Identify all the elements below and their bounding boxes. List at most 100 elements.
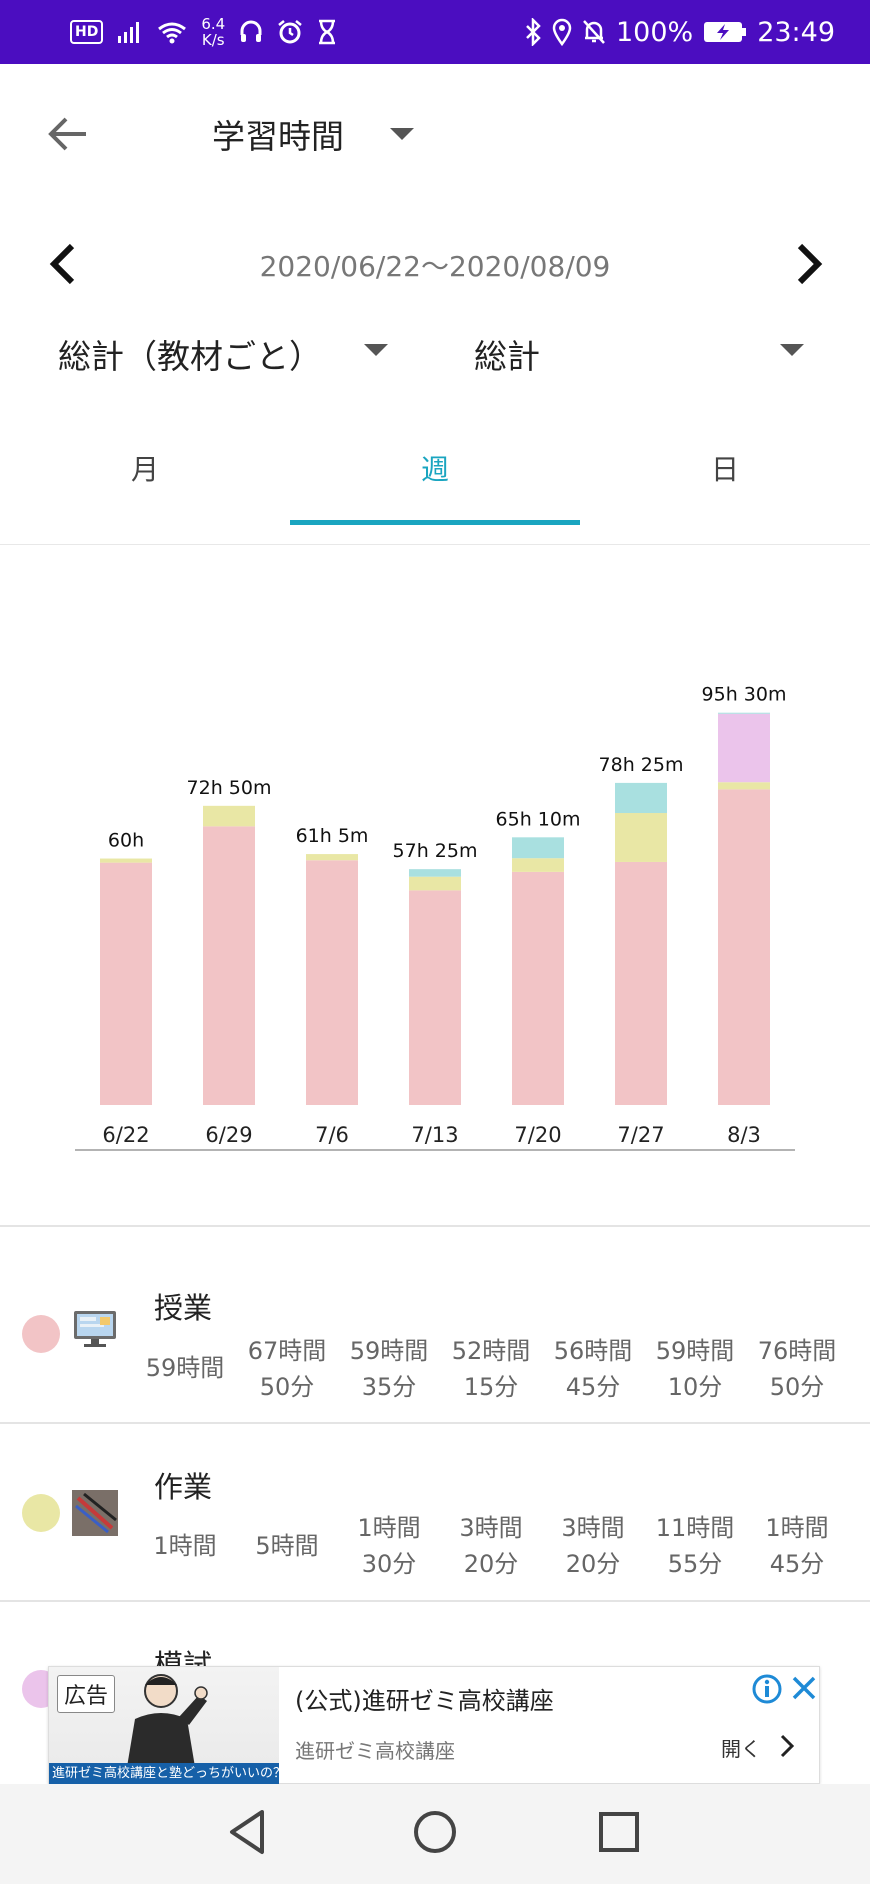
- bar-segment-class: [615, 861, 667, 1105]
- subject-row-work[interactable]: 作業 1時間 5時間 1時間 30分 3時間 20分 3時間 20分 11時間 55分 …: [0, 1424, 870, 1599]
- tab-day[interactable]: 日: [710, 453, 739, 486]
- ad-title[interactable]: (公式)進研ゼミ高校講座: [295, 1687, 554, 1715]
- bar-segment-class: [409, 890, 461, 1105]
- nav-recents-icon[interactable]: [589, 1802, 649, 1862]
- ad-close-icon[interactable]: [789, 1673, 819, 1703]
- monitor-icon: [74, 1311, 116, 1347]
- week-cell: 56時間 45分: [553, 1337, 633, 1401]
- back-arrow-icon[interactable]: [44, 110, 92, 158]
- week-cell: 11時間 55分: [655, 1514, 735, 1578]
- row-label: 作業: [154, 1470, 213, 1504]
- bar-segment-other: [512, 837, 564, 859]
- tab-month[interactable]: 月: [130, 453, 159, 486]
- previous-period-icon[interactable]: [44, 240, 84, 288]
- page-title: 学習時間: [212, 117, 344, 156]
- week-cell: 3時間 20分: [459, 1514, 523, 1578]
- bar-segment-other: [409, 869, 461, 877]
- speed-value: 6.4: [201, 15, 226, 33]
- alarm-icon: [278, 20, 302, 44]
- week-cell: 59時間 10分: [655, 1337, 735, 1401]
- x-tick-label: 6/22: [102, 1123, 149, 1147]
- bar-segment-other: [718, 712, 770, 714]
- bar-segment-class: [100, 862, 152, 1105]
- system-nav-bar: [0, 1784, 870, 1884]
- hourglass-icon: [319, 19, 336, 45]
- bar-segment-class: [512, 871, 564, 1105]
- x-tick-label: 8/3: [727, 1123, 761, 1147]
- bar-total-label: 78h 25m: [599, 754, 684, 776]
- bar-total-label: 65h 10m: [496, 808, 581, 830]
- bluetooth-icon: [526, 18, 541, 46]
- row-divider: [0, 1422, 870, 1424]
- status-bar: HD 6.4 K/s: [0, 0, 870, 64]
- ad-chevron-right-icon[interactable]: [777, 1731, 797, 1761]
- row-divider: [0, 1600, 870, 1602]
- x-tick-label: 7/27: [617, 1123, 664, 1147]
- x-tick-label: 7/6: [315, 1123, 349, 1147]
- week-cell: 59時間 35分: [349, 1337, 429, 1401]
- tab-week[interactable]: 週: [420, 453, 449, 486]
- subject-dropdown[interactable]: 総計: [474, 337, 540, 376]
- week-cell: 1時間: [153, 1532, 217, 1560]
- week-cell: 3時間 20分: [561, 1514, 625, 1578]
- week-cell: 1時間 30分: [357, 1514, 421, 1578]
- bar-total-label: 72h 50m: [187, 777, 272, 799]
- week-cell: 5時間: [255, 1532, 319, 1560]
- ad-info-icon[interactable]: [751, 1673, 783, 1705]
- clock-time: 23:49: [757, 16, 835, 48]
- row-label: 授業: [154, 1291, 213, 1325]
- speed-unit: K/s: [201, 31, 225, 49]
- aggregation-dropdown[interactable]: 総計（教材ごと）: [58, 337, 322, 376]
- bar-segment-work: [718, 782, 770, 790]
- nav-home-icon[interactable]: [405, 1802, 465, 1862]
- network-speed: 6.4 K/s: [201, 16, 225, 48]
- bar-total-label: 60h: [108, 830, 144, 852]
- weekly-study-time-chart: 60h 6/22 72h 50m 6/29 61h 5m 7/6 57h 25m 7/13 65…: [75, 684, 795, 1151]
- bar-total-label: 61h 5m: [296, 825, 369, 847]
- x-tick-label: 6/29: [205, 1123, 252, 1147]
- bar-segment-work: [409, 876, 461, 891]
- battery-percent: 100%: [615, 16, 694, 48]
- title-chevron-down-icon[interactable]: [390, 128, 414, 140]
- ad-open-button[interactable]: 開く: [721, 1737, 761, 1761]
- tab-divider: [0, 544, 870, 545]
- bar-segment-mock_exam: [718, 713, 770, 783]
- ad-subtitle: 進研ゼミ高校講座: [295, 1739, 455, 1763]
- subject-chevron-down-icon[interactable]: [780, 344, 804, 356]
- signal-icon: [118, 22, 140, 43]
- bar-segment-class: [203, 826, 255, 1105]
- x-tick-label: 7/20: [514, 1123, 561, 1147]
- ad-illustration: [127, 1674, 208, 1767]
- x-tick-label: 7/13: [411, 1123, 458, 1147]
- bar-total-label: 57h 25m: [393, 840, 478, 862]
- bar-segment-class: [306, 860, 358, 1105]
- hd-indicator: HD: [70, 20, 104, 44]
- ad-caption: 進研ゼミ高校講座と塾どっちがいいの？: [49, 1763, 279, 1785]
- ad-image[interactable]: 広告 進研ゼミ高校講座と塾どっちがいいの？: [49, 1667, 279, 1785]
- aggregation-chevron-down-icon[interactable]: [364, 344, 388, 356]
- active-tab-indicator: [290, 520, 580, 525]
- nav-back-icon[interactable]: [218, 1802, 278, 1862]
- date-range: 2020/06/22〜2020/08/09: [259, 250, 611, 283]
- week-cell: 76時間 50分: [757, 1337, 837, 1401]
- ad-banner[interactable]: 広告 進研ゼミ高校講座と塾どっちがいいの？ (公式)進研ゼミ高校講座 進研ゼミ高…: [48, 1666, 820, 1785]
- week-cell: 1時間 45分: [765, 1514, 829, 1578]
- bar-segment-other: [615, 782, 667, 814]
- week-cell: 67時間 50分: [247, 1337, 327, 1401]
- pens-photo-icon: [72, 1490, 118, 1536]
- bar-segment-work: [306, 854, 358, 861]
- subject-row-class[interactable]: 授業 59時間 67時間 50分 59時間 35分 52時間 15分 56時間 45分 …: [0, 1245, 870, 1420]
- location-icon: [552, 18, 572, 46]
- work-color-dot: [22, 1494, 60, 1532]
- title-dropdown[interactable]: 学習時間: [212, 110, 344, 158]
- week-cell: 59時間: [145, 1354, 225, 1382]
- bar-segment-work: [100, 858, 152, 863]
- bar-segment-work: [512, 858, 564, 872]
- week-cell: 52時間 15分: [451, 1337, 531, 1401]
- bar-segment-work: [615, 813, 667, 862]
- next-period-icon[interactable]: [788, 240, 828, 288]
- headset-icon: [240, 20, 262, 42]
- bar-segment-work: [203, 805, 255, 827]
- class-color-dot: [22, 1315, 60, 1353]
- bar-total-label: 95h 30m: [702, 684, 787, 706]
